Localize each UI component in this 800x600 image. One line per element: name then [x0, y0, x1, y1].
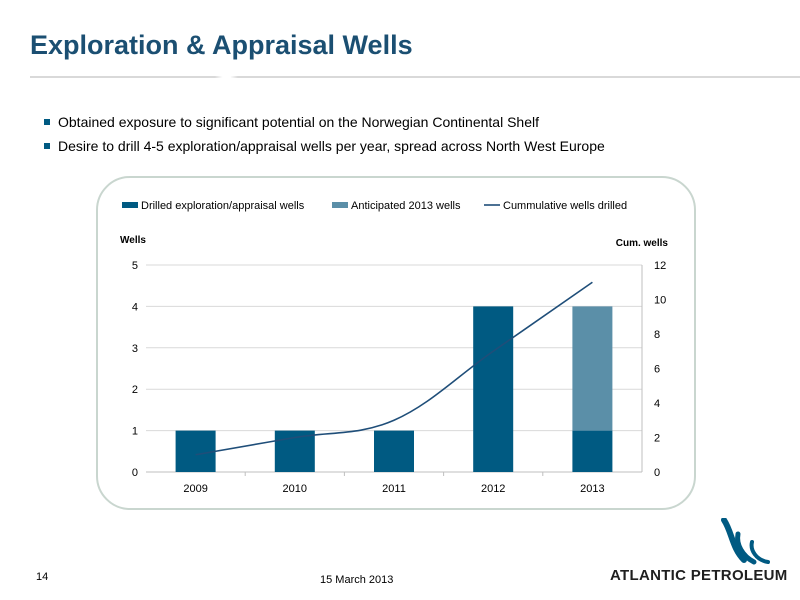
title-underline [30, 76, 800, 78]
x-tick-label: 2010 [283, 483, 307, 495]
bar-drilled [374, 430, 414, 472]
y-tick-label: 3 [132, 343, 138, 355]
y2-axis-title: Cum. wells [616, 238, 669, 249]
legend-label: Drilled exploration/appraisal wells [141, 200, 305, 212]
bullet-item: Desire to drill 4-5 exploration/appraisa… [42, 134, 605, 158]
y-tick-label: 5 [132, 260, 138, 272]
y2-tick-label: 10 [654, 295, 666, 307]
x-tick-label: 2013 [580, 483, 604, 495]
y-tick-label: 0 [132, 467, 138, 479]
legend-swatch [122, 202, 138, 208]
y2-tick-label: 8 [654, 329, 660, 341]
bar-drilled [473, 306, 514, 472]
y2-tick-label: 12 [654, 260, 666, 272]
bullet-list: Obtained exposure to significant potenti… [42, 110, 605, 158]
legend-swatch [332, 202, 348, 208]
y-axis-title: Wells [120, 235, 146, 246]
slide-title: Exploration & Appraisal Wells [30, 30, 413, 60]
y2-tick-label: 6 [654, 364, 660, 376]
x-tick-label: 2012 [481, 483, 505, 495]
y-tick-label: 2 [132, 384, 138, 396]
y2-tick-label: 2 [654, 433, 660, 445]
bar-drilled [572, 430, 613, 472]
y-tick-label: 1 [132, 426, 138, 438]
legend-label: Cummulative wells drilled [503, 200, 627, 212]
slide-date: 15 March 2013 [320, 574, 394, 586]
y-tick-label: 4 [132, 301, 138, 313]
y2-tick-label: 4 [654, 398, 660, 410]
page-number: 14 [36, 571, 49, 583]
x-tick-label: 2011 [382, 483, 406, 495]
x-tick-label: 2009 [183, 483, 207, 495]
cumulative-line [195, 281, 593, 456]
legend-label: Anticipated 2013 wells [351, 200, 461, 212]
company-logo-text: ATLANTIC PETROLEUM [610, 567, 788, 584]
bar-drilled [175, 430, 216, 472]
bullet-item: Obtained exposure to significant potenti… [42, 110, 605, 134]
y2-tick-label: 0 [654, 467, 660, 479]
bar-anticipated [572, 306, 613, 431]
atlantic-petroleum-wave-icon [721, 518, 770, 565]
